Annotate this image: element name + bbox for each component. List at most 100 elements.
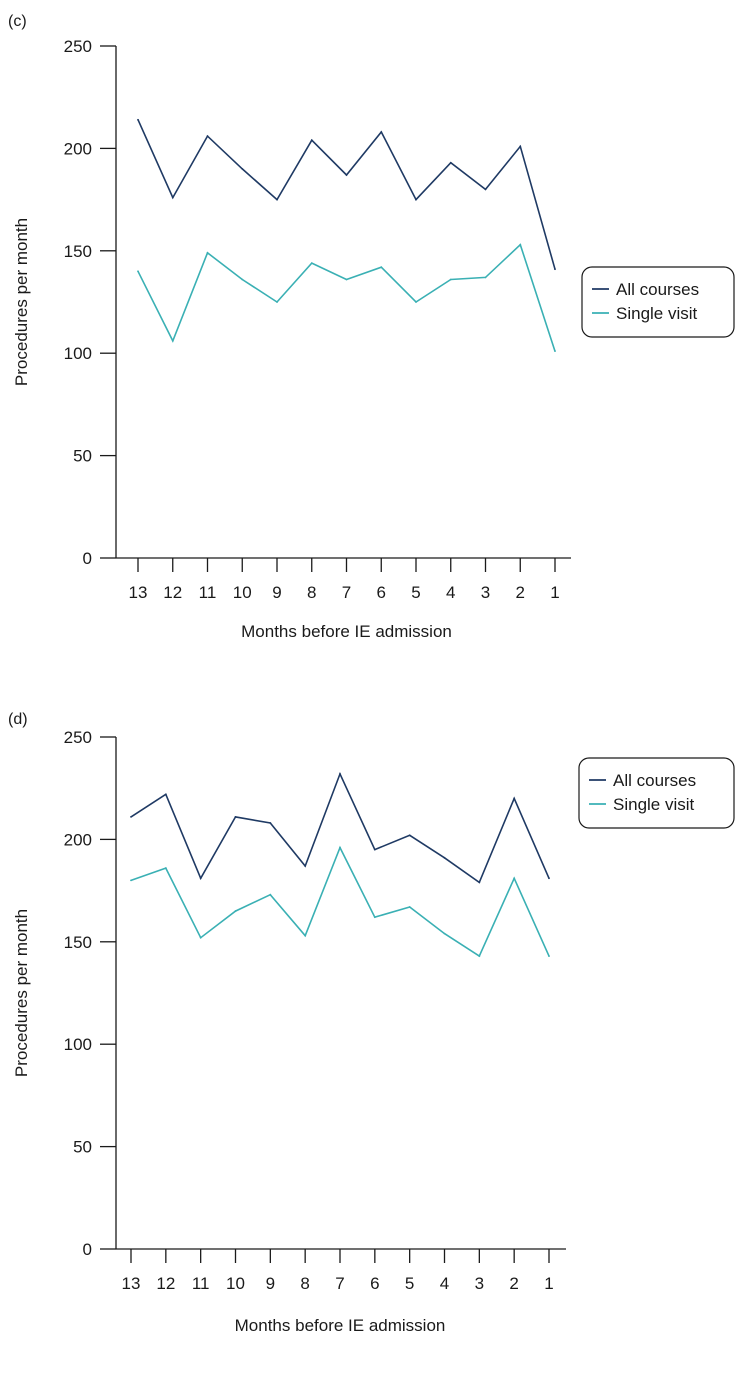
data-point-all-courses — [241, 167, 244, 170]
data-point-all-courses — [554, 268, 556, 271]
data-point-all-courses — [443, 856, 446, 859]
x-tick-label: 12 — [156, 1274, 175, 1293]
data-point-all-courses — [519, 145, 522, 148]
x-tick-label: 13 — [122, 1274, 141, 1293]
legend-label: Single visit — [616, 304, 698, 323]
series-line-all-courses — [130, 771, 550, 884]
x-axis-title: Months before IE admission — [235, 1316, 446, 1335]
data-point-single-visit — [478, 955, 481, 958]
x-tick-label: 7 — [335, 1274, 344, 1293]
y-tick-label: 150 — [64, 242, 92, 261]
y-tick-label: 100 — [64, 344, 92, 363]
x-tick-label: 8 — [307, 583, 316, 602]
data-point-single-visit — [234, 910, 237, 912]
y-tick-label: 200 — [64, 830, 92, 849]
x-tick-label: 6 — [370, 1274, 379, 1293]
x-tick-label: 1 — [550, 583, 559, 602]
data-point-single-visit — [519, 243, 522, 246]
data-point-all-courses — [269, 822, 272, 824]
data-point-single-visit — [171, 340, 174, 342]
data-point-single-visit — [269, 893, 272, 896]
data-point-single-visit — [408, 906, 411, 908]
data-point-single-visit — [304, 934, 307, 937]
data-point-all-courses — [199, 877, 202, 880]
x-tick-label: 3 — [475, 1274, 484, 1293]
data-point-single-visit — [449, 278, 452, 281]
data-point-all-courses — [164, 793, 167, 796]
data-point-single-visit — [548, 955, 550, 958]
data-point-all-courses — [130, 815, 132, 818]
x-tick-label: 9 — [272, 583, 281, 602]
x-tick-label: 4 — [440, 1274, 449, 1293]
data-point-single-visit — [443, 932, 446, 935]
data-point-single-visit — [373, 916, 376, 919]
panel-label: (c) — [8, 13, 27, 30]
data-point-single-visit — [380, 266, 383, 269]
data-point-single-visit — [199, 936, 202, 939]
data-point-all-courses — [408, 834, 411, 837]
data-point-all-courses — [478, 881, 481, 884]
data-point-all-courses — [234, 815, 237, 818]
x-tick-label: 5 — [411, 583, 420, 602]
x-tick-label: 12 — [163, 583, 182, 602]
data-point-all-courses — [415, 198, 417, 201]
panel-label: (d) — [8, 711, 28, 728]
data-point-all-courses — [276, 198, 278, 201]
data-point-all-courses — [345, 174, 348, 176]
legend-label: All courses — [616, 280, 699, 299]
legend-box — [578, 757, 735, 829]
x-tick-label: 7 — [342, 583, 351, 602]
data-point-single-visit — [310, 262, 313, 264]
legend-box — [581, 266, 735, 338]
x-tick-label: 1 — [544, 1274, 553, 1293]
chart-panel-c: (c) 0 50 100 150 200 250 13 12 11 10 9 8 7 6 5 4 3 2 1 Month… — [8, 13, 735, 641]
y-axis-title: Procedures per month — [12, 218, 31, 386]
data-point-single-visit — [484, 276, 487, 279]
x-tick-label: 11 — [199, 583, 217, 602]
x-tick-label: 5 — [405, 1274, 414, 1293]
data-point-all-courses — [484, 188, 487, 191]
data-point-single-visit — [513, 877, 516, 880]
data-point-all-courses — [137, 118, 139, 121]
legend-label: All courses — [613, 771, 696, 790]
data-point-all-courses — [373, 848, 376, 851]
series-line-all-courses — [137, 119, 556, 270]
chart-panel-d: (d) 0 50 100 150 200 250 13 12 11 10 9 8 7 6 5 4 3 2 1 Month… — [8, 711, 735, 1335]
x-tick-label: 6 — [377, 583, 386, 602]
data-point-all-courses — [449, 161, 452, 164]
y-tick-label: 200 — [64, 139, 92, 158]
x-tick-label: 2 — [516, 583, 525, 602]
y-tick-label: 100 — [64, 1035, 92, 1054]
data-point-single-visit — [554, 350, 556, 353]
x-tick-label: 9 — [266, 1274, 275, 1293]
legend: All courses Single visit — [581, 266, 735, 338]
y-tick-label: 250 — [64, 728, 92, 747]
data-point-single-visit — [164, 867, 167, 869]
data-point-all-courses — [206, 135, 209, 138]
x-tick-label: 10 — [226, 1274, 245, 1293]
y-tick-label: 150 — [64, 933, 92, 952]
x-tick-label: 3 — [481, 583, 490, 602]
legend-label: Single visit — [613, 795, 695, 814]
data-point-single-visit — [241, 278, 244, 281]
data-point-all-courses — [339, 772, 341, 775]
data-point-single-visit — [339, 846, 341, 849]
data-point-all-courses — [304, 865, 307, 867]
x-tick-label: 13 — [129, 583, 148, 602]
y-tick-label: 50 — [73, 1138, 92, 1157]
y-axis-title: Procedures per month — [12, 909, 31, 1077]
data-point-all-courses — [513, 797, 516, 800]
y-tick-label: 0 — [83, 1240, 92, 1259]
data-point-single-visit — [206, 251, 209, 254]
x-tick-label: 10 — [233, 583, 252, 602]
data-point-all-courses — [171, 196, 174, 199]
x-tick-label: 2 — [509, 1274, 518, 1293]
data-point-single-visit — [130, 879, 132, 882]
x-axis-title: Months before IE admission — [241, 622, 452, 641]
data-point-all-courses — [380, 131, 383, 133]
data-point-single-visit — [137, 270, 139, 273]
data-point-single-visit — [415, 301, 417, 303]
y-tick-label: 50 — [73, 447, 92, 466]
